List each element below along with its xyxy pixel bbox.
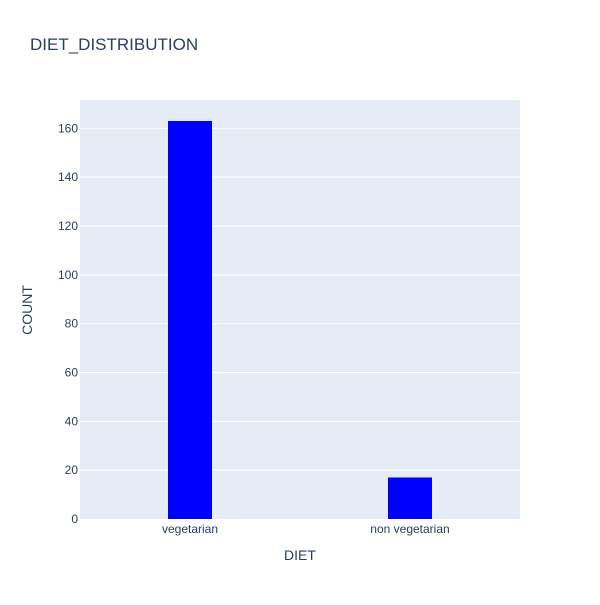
y-tick-label: 120 (58, 219, 78, 233)
y-tick-label: 0 (71, 512, 78, 526)
bar-non-vegetarian (388, 477, 432, 519)
bars (168, 120, 432, 519)
x-axis-label: DIET (284, 547, 316, 563)
chart-title: DIET_DISTRIBUTION (30, 35, 198, 54)
y-axis-ticks: 0 20 40 60 80 100 120 140 160 (58, 121, 78, 526)
bar-vegetarian (168, 120, 212, 519)
x-axis-ticks: vegetarian non vegetarian (162, 522, 450, 536)
y-tick-label: 20 (65, 463, 79, 477)
y-tick-label: 60 (65, 365, 79, 379)
plot-area (80, 100, 520, 519)
y-axis-label: COUNT (19, 285, 35, 335)
y-tick-label: 40 (65, 414, 79, 428)
x-tick-label: non vegetarian (370, 522, 449, 536)
x-tick-label: vegetarian (162, 522, 218, 536)
y-tick-label: 160 (58, 121, 78, 135)
y-tick-label: 140 (58, 170, 78, 184)
gridlines (80, 127, 520, 471)
y-tick-label: 100 (58, 268, 78, 282)
y-tick-label: 80 (65, 317, 79, 331)
